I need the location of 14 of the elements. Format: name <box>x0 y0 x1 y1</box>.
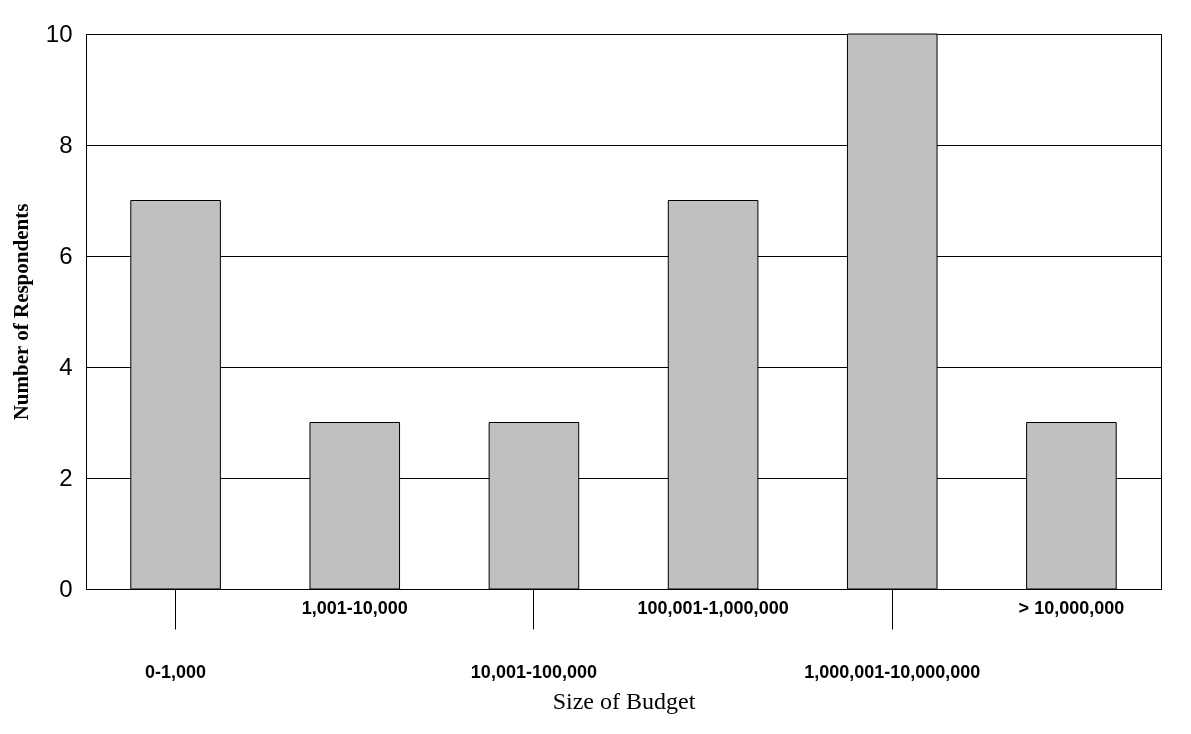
x-tick-label: 1,000,001-10,000,000 <box>804 661 981 682</box>
y-tick-label: 0 <box>59 574 73 602</box>
x-axis-title: Size of Budget <box>552 687 696 714</box>
y-tick-label: 2 <box>59 463 73 491</box>
y-tick-label: 4 <box>59 352 73 380</box>
y-tick-label: 8 <box>59 130 73 158</box>
y-tick-label: 6 <box>59 241 73 269</box>
x-tick-label: 10,001-100,000 <box>470 661 597 682</box>
x-tick-label: > 10,000,000 <box>1018 597 1125 618</box>
x-tick-label: 100,001-1,000,000 <box>637 597 789 618</box>
y-tick-label: 10 <box>45 19 73 47</box>
x-tick-label: 0-1,000 <box>145 661 207 682</box>
x-tick-label: 1,001-10,000 <box>301 597 408 618</box>
y-axis-title: Number of Respondents <box>8 203 33 421</box>
